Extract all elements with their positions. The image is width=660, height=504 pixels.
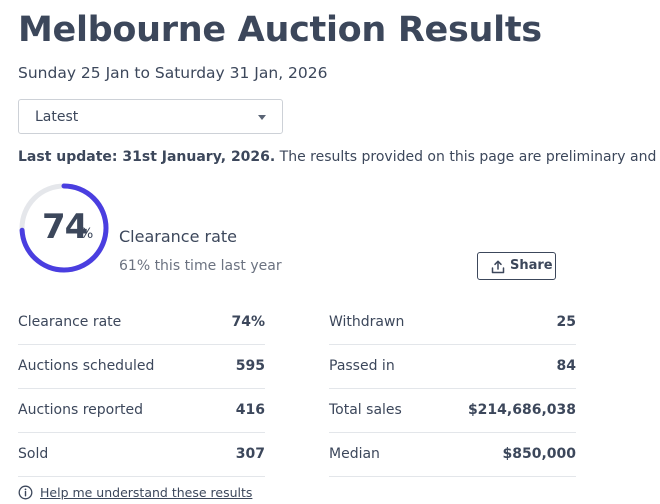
date-range: Sunday 25 Jan to Saturday 31 Jan, 2026 [18,64,328,82]
stat-row: Clearance rate 74% [18,301,265,345]
clearance-gauge: 74 % [18,182,110,274]
stat-row: Passed in 84 [329,345,576,389]
share-upload-icon [491,260,505,274]
last-update-label: Last update: 31st January, 2026. [18,149,276,165]
stat-row: Median $850,000 [329,433,576,477]
last-update-notice: Last update: 31st January, 2026. The res… [18,149,660,165]
stat-value: 84 [556,358,576,374]
stat-value: 416 [235,402,265,418]
stat-label: Withdrawn [329,314,405,330]
stat-label: Auctions reported [18,402,143,418]
stat-label: Sold [18,446,49,462]
clearance-last-year: 61% this time last year [119,258,282,274]
stat-row: Auctions scheduled 595 [18,345,265,389]
clearance-value: 74 [42,207,88,247]
stat-value: $850,000 [502,446,576,462]
stat-value: 595 [235,358,265,374]
last-update-text: The results provided on this page are pr… [279,149,660,165]
caret-down-icon [258,115,266,120]
stat-value: 25 [556,314,576,330]
stat-label: Median [329,446,380,462]
info-icon [18,485,33,500]
stat-value: $214,686,038 [467,402,576,418]
stat-row: Withdrawn 25 [329,301,576,345]
stat-label: Auctions scheduled [18,358,155,374]
share-button-label: Share [510,258,553,273]
period-select-value: Latest [35,109,79,125]
help-link[interactable]: Help me understand these results [40,485,253,500]
clearance-unit: % [80,226,94,242]
clearance-ring [19,183,109,273]
clearance-label: Clearance rate [119,227,238,246]
period-select[interactable]: Latest [18,99,283,134]
gauge-progress-arc [19,183,109,273]
stats-left-column: Clearance rate 74% Auctions scheduled 59… [18,301,265,477]
stat-row: Sold 307 [18,433,265,477]
share-button[interactable]: Share [477,252,556,280]
stat-label: Total sales [329,402,402,418]
stat-row: Total sales $214,686,038 [329,389,576,433]
stats-right-column: Withdrawn 25 Passed in 84 Total sales $2… [329,301,576,477]
stat-label: Clearance rate [18,314,122,330]
page-title: Melbourne Auction Results [18,10,542,50]
stat-label: Passed in [329,358,395,374]
stat-value: 307 [235,446,265,462]
stat-row: Auctions reported 416 [18,389,265,433]
stat-value: 74% [231,314,265,330]
